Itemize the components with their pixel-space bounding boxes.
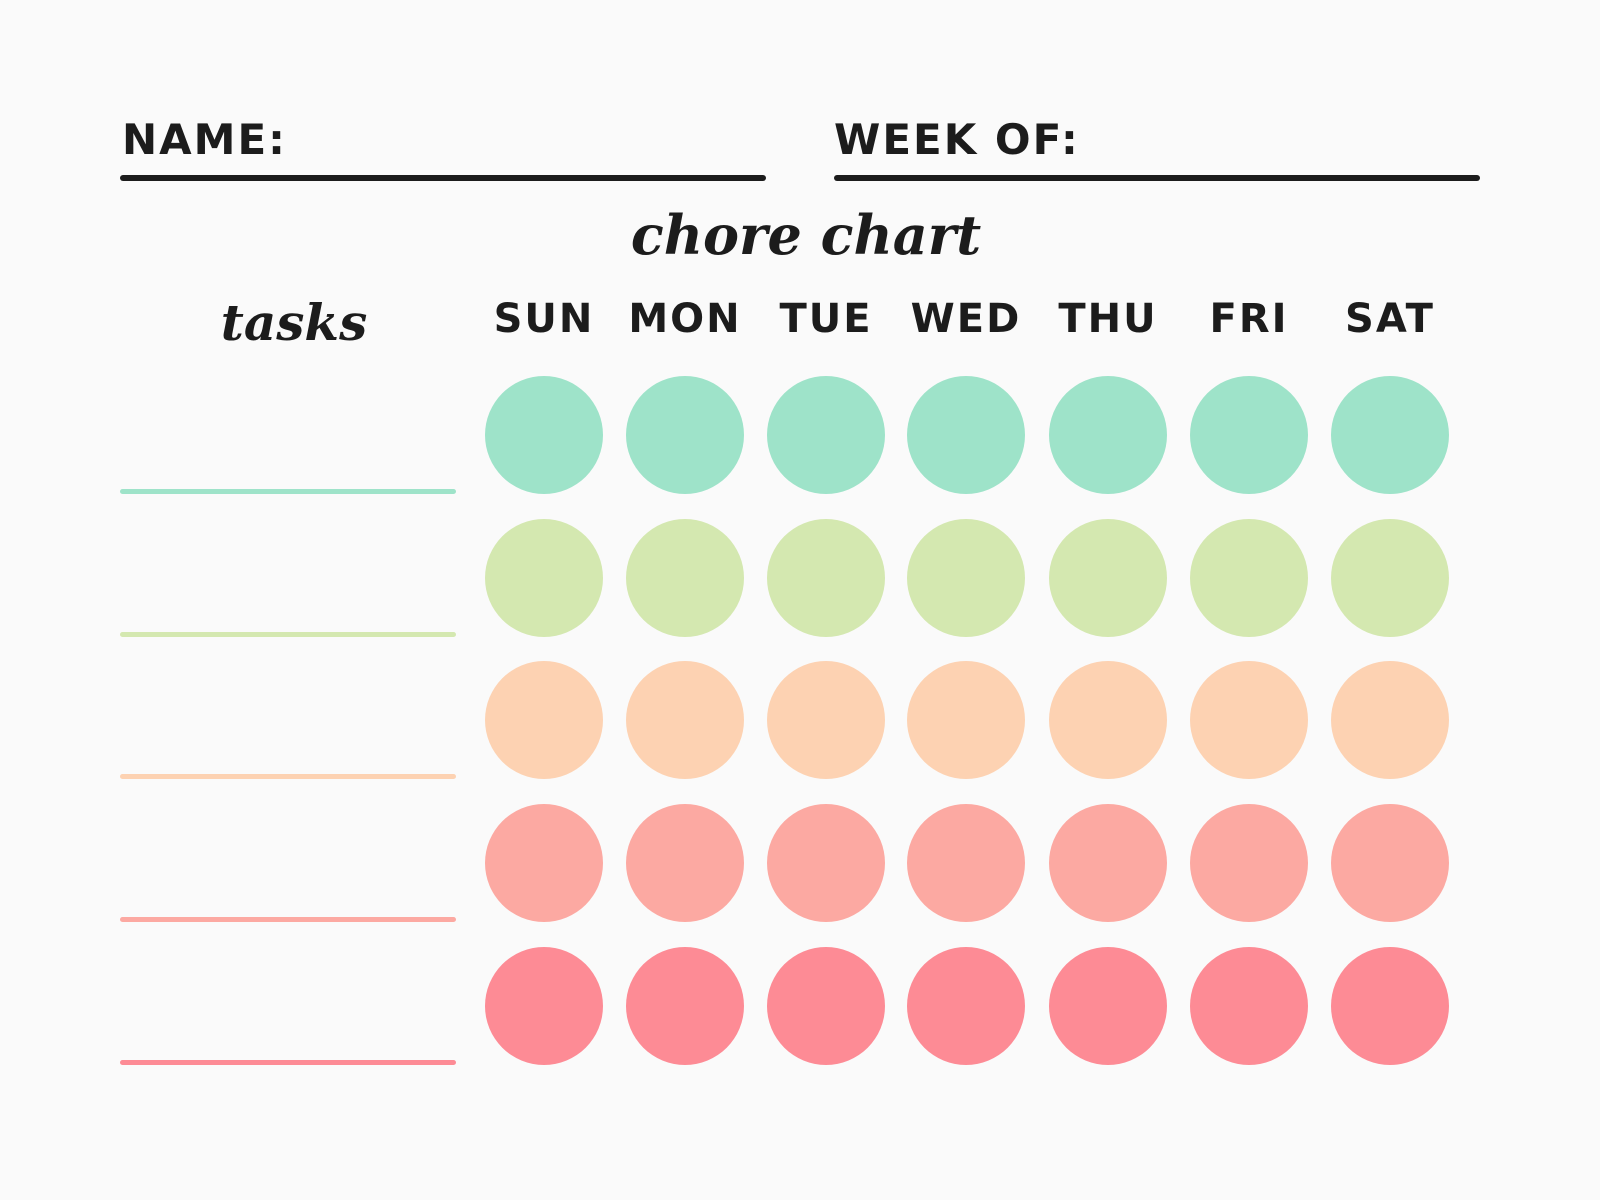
check-circle-mon-row-2[interactable] (626, 519, 744, 637)
week-of-label: WEEK OF: (834, 115, 1080, 164)
check-circle-mon-row-1[interactable] (626, 376, 744, 494)
check-circle-wed-row-4[interactable] (907, 804, 1025, 922)
chart-title: chore chart (630, 203, 982, 267)
day-header-mon: MON (628, 296, 742, 342)
check-circle-tue-row-5[interactable] (767, 947, 885, 1065)
check-circle-sat-row-4[interactable] (1331, 804, 1449, 922)
check-circle-tue-row-3[interactable] (767, 661, 885, 779)
day-header-sat: SAT (1345, 296, 1435, 342)
check-circle-sun-row-1[interactable] (485, 376, 603, 494)
task-line-3[interactable] (120, 774, 456, 779)
check-circle-sun-row-3[interactable] (485, 661, 603, 779)
check-circle-tue-row-1[interactable] (767, 376, 885, 494)
check-circle-sun-row-5[interactable] (485, 947, 603, 1065)
check-circle-thu-row-3[interactable] (1049, 661, 1167, 779)
check-circle-thu-row-2[interactable] (1049, 519, 1167, 637)
check-circle-fri-row-2[interactable] (1190, 519, 1308, 637)
check-circle-sat-row-1[interactable] (1331, 376, 1449, 494)
check-circle-wed-row-3[interactable] (907, 661, 1025, 779)
check-circle-fri-row-1[interactable] (1190, 376, 1308, 494)
check-circle-sat-row-2[interactable] (1331, 519, 1449, 637)
check-circle-mon-row-4[interactable] (626, 804, 744, 922)
check-circle-fri-row-4[interactable] (1190, 804, 1308, 922)
day-header-thu: THU (1058, 296, 1158, 342)
name-field-line[interactable] (120, 175, 766, 181)
day-header-sun: SUN (493, 296, 595, 342)
task-line-2[interactable] (120, 632, 456, 637)
day-header-wed: WED (910, 296, 1022, 342)
task-line-1[interactable] (120, 489, 456, 494)
check-circle-mon-row-3[interactable] (626, 661, 744, 779)
day-header-fri: FRI (1209, 296, 1289, 342)
task-line-5[interactable] (120, 1060, 456, 1065)
tasks-heading: tasks (220, 293, 368, 352)
check-circle-tue-row-2[interactable] (767, 519, 885, 637)
name-label: NAME: (122, 115, 287, 164)
check-circle-tue-row-4[interactable] (767, 804, 885, 922)
task-line-4[interactable] (120, 917, 456, 922)
check-circle-sat-row-5[interactable] (1331, 947, 1449, 1065)
check-circle-fri-row-3[interactable] (1190, 661, 1308, 779)
week-of-field-line[interactable] (834, 175, 1480, 181)
check-circle-wed-row-5[interactable] (907, 947, 1025, 1065)
check-circle-sat-row-3[interactable] (1331, 661, 1449, 779)
check-circle-thu-row-5[interactable] (1049, 947, 1167, 1065)
check-circle-thu-row-4[interactable] (1049, 804, 1167, 922)
check-circle-sun-row-4[interactable] (485, 804, 603, 922)
check-circle-wed-row-2[interactable] (907, 519, 1025, 637)
check-circle-sun-row-2[interactable] (485, 519, 603, 637)
check-circle-fri-row-5[interactable] (1190, 947, 1308, 1065)
check-circle-mon-row-5[interactable] (626, 947, 744, 1065)
check-circle-thu-row-1[interactable] (1049, 376, 1167, 494)
check-circle-wed-row-1[interactable] (907, 376, 1025, 494)
day-header-tue: TUE (779, 296, 873, 342)
